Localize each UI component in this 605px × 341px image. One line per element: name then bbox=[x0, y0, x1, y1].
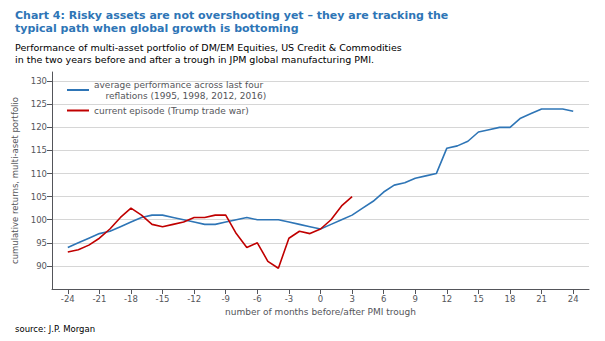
svg-text:cumulative returns, multi-aset: cumulative returns, multi-aset portfolio bbox=[10, 97, 20, 264]
svg-text:130: 130 bbox=[31, 76, 47, 86]
svg-text:9: 9 bbox=[413, 294, 418, 304]
svg-text:-9: -9 bbox=[221, 294, 229, 304]
svg-text:18: 18 bbox=[505, 294, 516, 304]
svg-text:current episode (Trump trade w: current episode (Trump trade war) bbox=[94, 106, 249, 116]
svg-text:15: 15 bbox=[473, 294, 484, 304]
svg-text:110: 110 bbox=[31, 169, 47, 179]
svg-text:typical path when global growt: typical path when global growth is botto… bbox=[15, 22, 299, 35]
svg-text:90: 90 bbox=[36, 261, 47, 271]
svg-text:Chart 4: Risky assets are not: Chart 4: Risky assets are not overshooti… bbox=[15, 9, 448, 22]
svg-text:21: 21 bbox=[536, 294, 547, 304]
svg-text:source: J.P. Morgan: source: J.P. Morgan bbox=[15, 324, 95, 334]
svg-text:120: 120 bbox=[31, 122, 47, 132]
svg-text:12: 12 bbox=[441, 294, 452, 304]
svg-text:-15: -15 bbox=[156, 294, 170, 304]
svg-text:115: 115 bbox=[31, 145, 47, 155]
svg-text:0: 0 bbox=[318, 294, 323, 304]
svg-text:95: 95 bbox=[36, 238, 47, 248]
svg-text:-3: -3 bbox=[285, 294, 293, 304]
svg-text:6: 6 bbox=[381, 294, 386, 304]
svg-text:3: 3 bbox=[349, 294, 354, 304]
svg-text:Performance of multi-asset por: Performance of multi-asset portfolio of … bbox=[15, 42, 402, 53]
svg-text:reflations (1995, 1998, 2012,: reflations (1995, 1998, 2012, 2016) bbox=[94, 91, 266, 101]
svg-text:-6: -6 bbox=[253, 294, 261, 304]
svg-text:24: 24 bbox=[568, 294, 579, 304]
svg-text:-18: -18 bbox=[124, 294, 138, 304]
svg-text:-12: -12 bbox=[187, 294, 201, 304]
svg-text:-24: -24 bbox=[61, 294, 75, 304]
svg-text:100: 100 bbox=[31, 215, 47, 225]
svg-text:in the two years before and af: in the two years before and after a trou… bbox=[15, 54, 374, 65]
svg-text:average performance across las: average performance across last four bbox=[94, 80, 263, 90]
svg-text:-21: -21 bbox=[92, 294, 106, 304]
svg-text:105: 105 bbox=[31, 192, 47, 202]
svg-text:125: 125 bbox=[31, 99, 47, 109]
svg-text:number of months before/after: number of months before/after PMI trough bbox=[225, 307, 416, 317]
